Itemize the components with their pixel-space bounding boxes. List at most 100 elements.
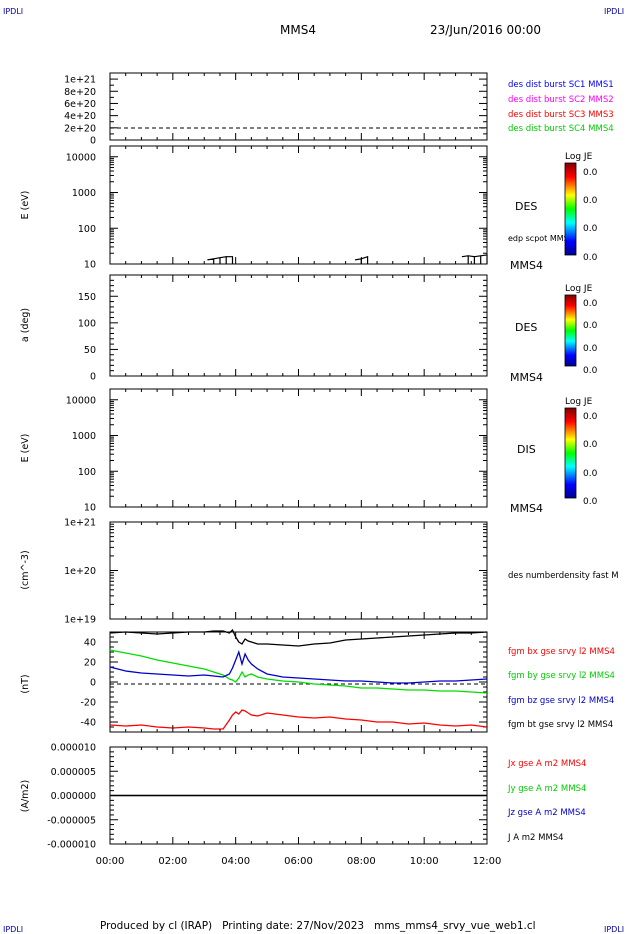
colorbar-dis-energy-tick: 0.0 (583, 412, 598, 422)
corner-tag-bottom-right: IPDLI (604, 925, 624, 934)
colorbar-des-pitch-tick: 0.0 (583, 299, 598, 309)
des-energy-ytick-label: 100 (78, 224, 96, 235)
corner-tag-bottom-left: IPDLI (3, 925, 23, 934)
colorbar-des-pitch-title: Log JE (565, 284, 593, 294)
current-ytick-label: 0.000010 (51, 743, 96, 754)
dis-energy-ytick-label: 1000 (72, 431, 96, 442)
fgm-ytick-label: 20 (84, 658, 96, 669)
fgm-by-line (109, 649, 488, 694)
fgm-bx-line (109, 709, 488, 730)
legend-current-j: J A m2 MMS4 (507, 833, 564, 843)
des-pitch-ytick-label: 150 (78, 292, 96, 303)
header-spacecraft: MMS4 (280, 23, 316, 37)
corner-tag-top-right: IPDLI (604, 7, 624, 16)
colorbar-dis-energy-title: Log JE (565, 397, 593, 407)
panel-des-pitch-frame (109, 274, 488, 377)
fgm-ytick-label: 0 (90, 678, 96, 689)
legend-burst-sc1: des dist burst SC1 MMS1 (508, 80, 614, 90)
colorbar-des-pitch-tick: 0.0 (583, 321, 598, 331)
legend-fgm-by: fgm by gse srvy l2 MMS4 (508, 671, 615, 681)
colorbar-des-pitch-bar (564, 294, 577, 367)
burst-ytick-label: 2e+20 (64, 123, 96, 134)
fgm-bz-line (109, 649, 488, 684)
panel-des-pitch: 150 100 50 0 a (deg) DES MMS4 (20, 274, 543, 384)
panel-current: 0.000010 0.000005 0.000000 -0.000005 -0.0000… (20, 743, 586, 851)
scpot-line (207, 255, 234, 264)
colorbar-des-energy-tick: 0.0 (583, 253, 598, 263)
current-ytick-label: 0.000005 (51, 767, 96, 778)
current-ytick-label: -0.000010 (47, 840, 96, 851)
panel-burst-frame (109, 72, 488, 141)
dis-energy-ytick-label: 100 (78, 467, 96, 478)
current-ylabel: (A/m2) (20, 780, 31, 812)
legend-current-jz: Jz gse A m2 MMS4 (507, 808, 586, 818)
colorbar-dis-energy-tick: 0.0 (583, 497, 598, 507)
des-pitch-spacecraft: MMS4 (510, 371, 543, 384)
panel-des-energy-frame (109, 145, 488, 265)
time-tick-label: 00:00 (96, 856, 125, 867)
footer-text: Produced by cl (IRAP) Printing date: 27/… (100, 920, 536, 932)
time-tick-label: 04:00 (221, 856, 250, 867)
colorbar-des-energy-tick: 0.0 (583, 224, 598, 234)
burst-ytick-label: 8e+20 (64, 87, 96, 98)
scpot-line (461, 254, 488, 264)
time-axis: 00:00 02:00 04:00 06:00 08:00 10:00 12:00 (96, 73, 502, 867)
colorbar-des-energy-tick: 0.0 (583, 168, 598, 178)
scpot-label: edp scpot MMS4 (508, 234, 574, 243)
time-tick-label: 12:00 (473, 856, 502, 867)
current-ytick-label: -0.000005 (47, 815, 96, 826)
dis-energy-spacecraft: MMS4 (510, 502, 543, 515)
dis-energy-ylabel: E (eV) (20, 434, 31, 463)
time-tick-label: 08:00 (347, 856, 376, 867)
colorbar-des-pitch-tick: 0.0 (583, 366, 598, 376)
density-ytick-label: 1e+20 (64, 566, 96, 577)
colorbar-dis-energy-bar (564, 407, 577, 499)
des-pitch-ytick-label: 50 (84, 345, 96, 356)
panel-density-frame (109, 521, 488, 620)
des-pitch-instrument: DES (515, 321, 537, 334)
colorbar-dis-energy: Log JE 0.0 0.0 0.0 0.0 (564, 397, 598, 507)
colorbar-des-energy-tick: 0.0 (583, 196, 598, 206)
legend-burst-sc3: des dist burst SC3 MMS3 (508, 110, 614, 120)
fgm-ytick-label: -40 (80, 718, 96, 729)
time-tick-label: 10:00 (410, 856, 439, 867)
des-pitch-ytick-label: 100 (78, 318, 96, 329)
panel-dis-energy-frame (109, 388, 488, 508)
des-energy-instrument: DES (515, 200, 537, 213)
colorbar-des-pitch: Log JE 0.0 0.0 0.0 0.0 (564, 284, 598, 376)
panel-des-energy: 10000 1000 100 10 E (eV) DES edp scpot MMS4… (20, 145, 574, 272)
fgm-ytick-label: 40 (84, 638, 96, 649)
legend-fgm-bx: fgm bx gse srvy l2 MMS4 (508, 647, 615, 657)
burst-ytick-label: 0 (90, 136, 96, 147)
dis-energy-ytick-label: 10 (84, 503, 96, 514)
panel-fgm: 40 20 0 -20 -40 (nT) fgm bx gse srvy l2 MMS4… (20, 628, 615, 733)
des-energy-ytick-label: 10000 (66, 152, 96, 163)
legend-current-jx: Jx gse A m2 MMS4 (507, 759, 586, 769)
des-energy-spacecraft: MMS4 (510, 259, 543, 272)
legend-fgm-bt: fgm bt gse srvy l2 MMS4 (508, 720, 613, 730)
burst-ytick-label: 6e+20 (64, 99, 96, 110)
colorbar-des-energy: Log JE 0.0 0.0 0.0 0.0 (564, 152, 598, 263)
legend-density: des numberdensity fast M (508, 571, 619, 581)
colorbar-des-energy-bar (564, 162, 577, 256)
des-energy-ylabel: E (eV) (20, 191, 31, 220)
des-pitch-ytick-label: 0 (90, 372, 96, 383)
des-energy-ytick-label: 1000 (72, 188, 96, 199)
burst-ytick-label: 1e+21 (64, 75, 96, 86)
fgm-bt-line (109, 628, 488, 647)
des-energy-ytick-label: 10 (84, 260, 96, 271)
corner-tag-top-left: IPDLI (3, 7, 23, 16)
panel-dis-energy: 10000 1000 100 10 E (eV) DIS MMS4 (20, 388, 543, 515)
burst-ytick-label: 4e+20 (64, 111, 96, 122)
legend-current-jy: Jy gse A m2 MMS4 (507, 784, 586, 794)
legend-burst-sc4: des dist burst SC4 MMS4 (508, 124, 614, 134)
dis-energy-instrument: DIS (517, 443, 536, 456)
time-tick-label: 02:00 (158, 856, 187, 867)
fgm-ylabel: (nT) (20, 674, 31, 693)
dis-energy-ytick-label: 10000 (66, 395, 96, 406)
panel-density: 1e+21 1e+20 1e+19 (cm^-3) des numberdensit… (20, 518, 619, 626)
fgm-ytick-label: -20 (80, 698, 96, 709)
time-tick-label: 06:00 (284, 856, 313, 867)
